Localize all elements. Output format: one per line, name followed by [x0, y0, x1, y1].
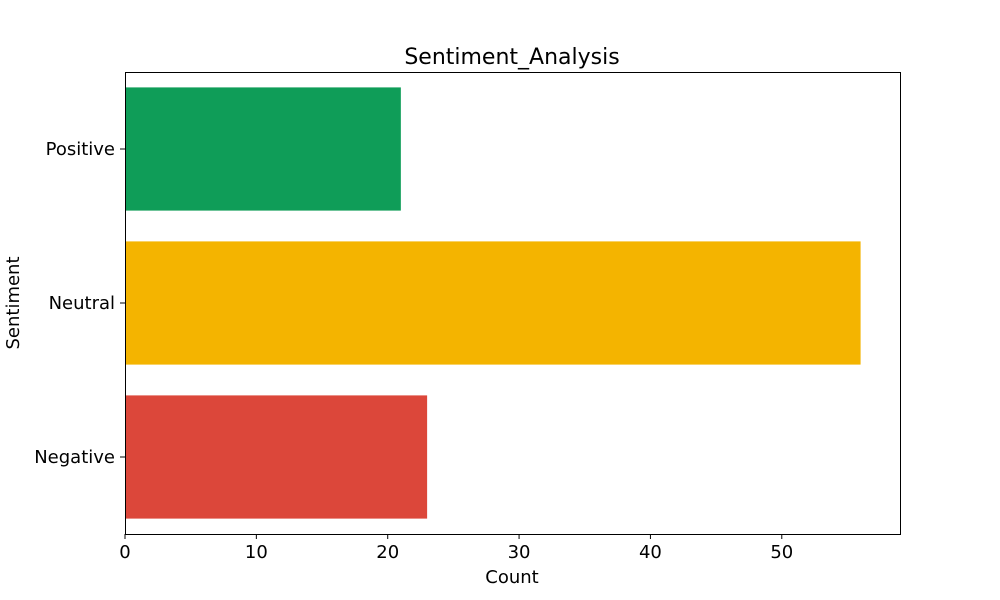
x-tick-label: 30: [508, 542, 531, 563]
x-tick-label: 40: [639, 542, 662, 563]
x-tick-label: 20: [376, 542, 399, 563]
y-axis-label: Sentiment: [3, 256, 24, 349]
bar-neutral: [125, 241, 861, 365]
x-tick-label: 0: [119, 542, 130, 563]
x-tick-label: 50: [770, 542, 793, 563]
ticks-layer: Negative Neutral Positive 0 10 20 30 40 50: [34, 139, 793, 563]
bar-negative: [125, 395, 428, 519]
y-tick-label: Negative: [34, 447, 115, 468]
y-tick-label: Positive: [46, 139, 115, 160]
bar-positive: [125, 87, 401, 211]
x-axis-label: Count: [485, 567, 538, 588]
bars-layer: [125, 87, 861, 519]
y-tick-label: Neutral: [49, 293, 115, 314]
plot-frame: [125, 72, 901, 535]
x-tick-label: 10: [245, 542, 268, 563]
chart-title: Sentiment_Analysis: [404, 45, 619, 70]
